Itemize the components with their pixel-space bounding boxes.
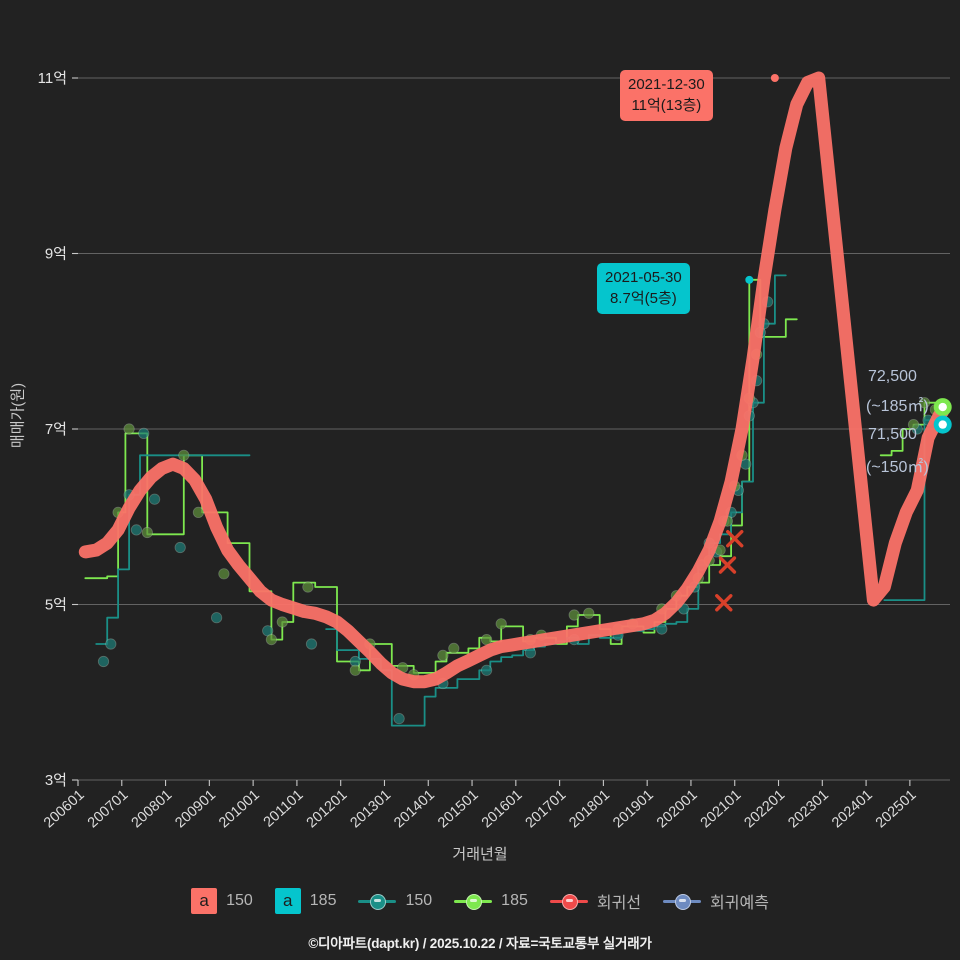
annotation-peak-date: 2021-12-30 (628, 76, 705, 93)
scatter-point-185 (123, 423, 135, 435)
scatter-point-185 (568, 609, 580, 621)
legend-item-회귀선[interactable]: 회귀선 (549, 889, 642, 913)
cancelled-trade-marker (726, 529, 744, 548)
scatter-point-150 (393, 712, 405, 725)
legend-item-185[interactable]: 185 (454, 892, 528, 910)
annotation-peak-value: 11억(13층) (631, 97, 702, 114)
scatter-point-185 (349, 664, 361, 676)
scatter-point-185 (480, 633, 493, 646)
legend-item-150[interactable]: 150 (358, 892, 432, 910)
scatter-point-185 (178, 449, 190, 461)
legend-marker-회귀예측 (663, 892, 702, 910)
scatter-point-150 (174, 541, 186, 554)
legend-label-회귀예측: 회귀예측 (710, 895, 769, 912)
scatter-point-150 (149, 493, 161, 505)
legend-item-150[interactable]: a 150 (191, 888, 253, 914)
endpoint-label-150-value: 71,500 (868, 426, 917, 443)
scatter-point-150 (524, 647, 537, 659)
scatter-point-185 (276, 616, 288, 628)
legend-badge-150: a (191, 888, 218, 914)
scatter-point-150 (138, 427, 150, 439)
scatter-point-185 (495, 618, 507, 630)
annotation-mid-date: 2021-05-30 (605, 269, 682, 286)
legend-item-회귀예측[interactable]: 회귀예측 (663, 889, 769, 913)
annotation-peak-price: 2021-12-30 11억(13층) (620, 70, 713, 121)
scatter-point-150 (305, 638, 318, 650)
scatter-point-185 (192, 506, 204, 519)
annotation-anchor-peak (770, 74, 779, 82)
scatter-point-150 (130, 524, 142, 536)
endpoint-marker-core-150 (938, 420, 947, 429)
scatter-point-150 (105, 638, 117, 650)
footer-credit: ©디아파트(dapt.kr) / 2025.10.22 / 자료=국토교통부 실… (308, 936, 652, 951)
cancelled-trade-marker (718, 556, 737, 574)
endpoint-label-150-area: (~150㎡) (866, 459, 929, 476)
legend-label-150: 150 (226, 892, 253, 909)
y-tick-label: 5억 (45, 597, 67, 614)
chart-legend: a 150 a 185 150 185 회귀선 회귀예측 (0, 888, 960, 914)
y-axis-title: 매매가(원) (9, 382, 27, 449)
legend-badge-185: a (274, 888, 301, 914)
y-tick-label: 9억 (45, 246, 67, 263)
scatter-point-185 (141, 526, 153, 539)
regression-band (78, 71, 950, 689)
endpoint-label-185-area: (~185㎡) (866, 398, 929, 415)
scatter-point-150 (656, 623, 668, 635)
legend-label-185: 185 (309, 892, 337, 909)
legend-marker-회귀선 (549, 892, 588, 910)
scatter-point-185 (918, 397, 931, 409)
series-line-150 (95, 454, 251, 645)
scatter-point-150 (480, 664, 493, 676)
scatter-point-150 (211, 612, 223, 624)
y-tick-label: 11억 (38, 70, 67, 87)
scatter-point-185 (907, 418, 920, 431)
legend-marker-150 (358, 892, 397, 910)
scatter-point-150 (97, 655, 110, 668)
scatter-point-185 (265, 633, 277, 646)
endpoint-marker-core-185 (938, 402, 947, 412)
legend-item-185[interactable]: a 185 (274, 888, 337, 914)
y-tick-label: 7억 (45, 421, 67, 438)
scatter-point-185 (583, 607, 595, 619)
endpoint-label-185-value: 72,500 (868, 368, 917, 385)
scatter-point-185 (437, 649, 449, 662)
annotation-anchor-mid (745, 275, 754, 284)
x-axis-title: 거래년월 (452, 846, 508, 863)
legend-label-회귀선: 회귀선 (596, 895, 642, 912)
y-tick-label: 3억 (45, 772, 67, 789)
cancelled-trade-marker (715, 594, 733, 612)
scatter-point-185 (448, 642, 460, 655)
legend-label-150: 150 (405, 892, 433, 909)
legend-marker-185 (454, 892, 493, 910)
legend-label-185: 185 (501, 892, 528, 909)
annotation-mid-value: 8.7억(5층) (609, 290, 677, 307)
annotation-mid-price: 2021-05-30 8.7억(5층) (597, 263, 690, 314)
scatter-point-185 (302, 581, 314, 593)
scatter-point-185 (218, 568, 230, 580)
